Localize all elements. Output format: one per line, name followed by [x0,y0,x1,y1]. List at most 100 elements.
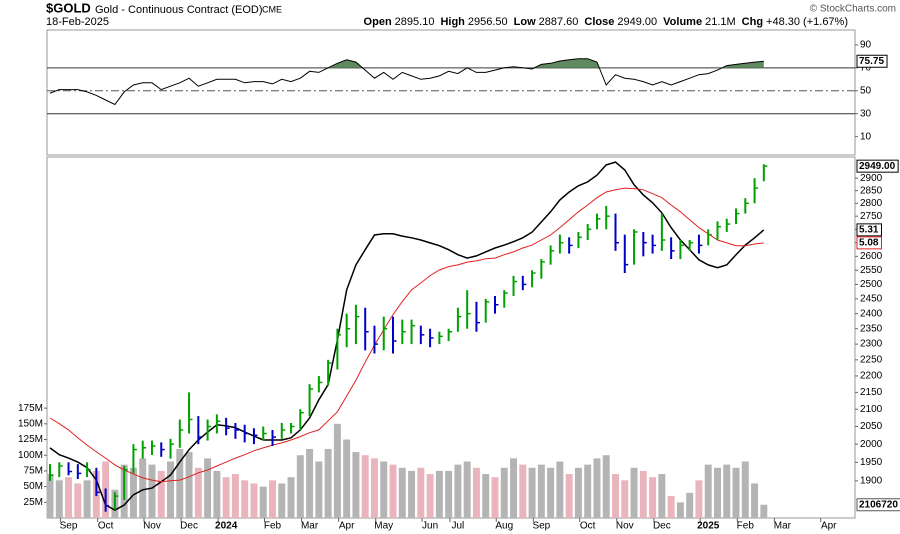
stat-label: Open [364,16,392,28]
volume-bar [370,458,378,518]
volume-bar [463,461,471,518]
volume-bar [204,458,212,518]
volume-bar [741,461,749,518]
volume-bar [315,461,323,518]
volume-bar [65,477,73,518]
y-tick-label: 2800 [860,198,883,209]
instrument-name: Gold - Continuous Contract (EOD) [95,4,263,16]
volume-bar [269,480,276,518]
y-tick-label: 2750 [860,211,883,222]
volume-bar [593,458,601,518]
volume-bar [250,483,258,518]
stat-value: 2949.00 [617,16,657,28]
volume-bar [157,470,165,518]
value-label: 2106720 [859,499,898,510]
value-label-box [856,223,882,237]
stat-value: +48.30 (+1.67%) [766,16,848,28]
stat-label: Volume [663,16,702,28]
volume-bar [482,474,490,518]
volume-bar [584,464,592,518]
volume-tick-label: 100M [18,450,43,461]
x-tick-label: 2024 [215,521,238,532]
volume-bar [287,477,295,518]
stat-value: 21.1M [705,16,736,28]
volume-bar [704,464,712,518]
indicator-line [49,58,764,106]
date: 18-Feb-2025 [46,16,109,28]
y-tick-label: 2250 [860,354,883,365]
x-tick-label: Nov [616,521,634,532]
volume-bar [46,474,54,518]
volume-tick-label: 175M [18,403,43,414]
y-tick-label: 2200 [860,371,883,382]
y-tick-label: 2550 [860,265,883,276]
volume-bar [343,439,351,518]
volume-bar [445,470,453,518]
volume-tick-label: 75M [24,466,43,477]
volume-bar [556,461,564,518]
overbought-fill [50,58,764,68]
volume-bar [500,467,508,518]
value-label: 5.31 [859,225,879,236]
volume-bar [574,467,582,518]
y-tick-label: 2150 [860,387,883,398]
x-tick-label: Feb [737,521,755,532]
x-tick-label: Sep [60,521,78,532]
volume-bar [472,467,480,518]
volume-bar [176,448,184,518]
volume-bar [751,483,759,518]
volume-bar [129,467,137,518]
volume-bar [148,464,156,518]
x-tick-label: Apr [821,521,837,532]
stat-value: 2956.50 [468,16,508,28]
volume-bar [639,470,647,518]
volume-bar [380,461,388,518]
x-tick-label: Mar [301,521,319,532]
y-tick-label: 2500 [860,279,883,290]
stat-label: Chg [742,16,763,28]
x-tick-label: Mar [774,521,792,532]
volume-bar [417,467,425,518]
volume-bar [714,467,721,518]
volume-bar [361,455,369,518]
volume-bar [565,474,573,518]
y-tick-label: 2100 [860,404,883,415]
y-tick-label: 2450 [860,294,883,305]
volume-bar [324,448,332,518]
x-tick-label: Oct [98,521,114,532]
symbol: $GOLD [46,0,91,15]
volume-bar [185,452,193,518]
stat-label: Low [514,16,536,28]
volume-bar [612,474,619,518]
volume-tick-label: 125M [18,434,43,445]
volume-bar [231,474,239,518]
volume-bar [435,470,443,518]
volume-bar [528,467,536,518]
volume-bar [695,480,703,518]
volume-bar [83,480,91,518]
x-tick-label: Oct [580,521,596,532]
value-label: 75.75 [859,56,884,67]
volume-bar [167,461,174,518]
volume-bar [732,467,740,518]
volume-bar [352,452,360,518]
y-tick-label: 2600 [860,251,883,262]
volume-bar [602,455,610,518]
y-tick-label: 90 [860,40,872,51]
y-tick-label: 2400 [860,308,883,319]
value-label-box [856,159,899,173]
volume-bar [296,455,304,518]
volume-tick-label: 150M [18,418,43,429]
volume-bar [426,474,434,518]
volume-bar [723,464,731,518]
y-tick-label: 2350 [860,323,883,334]
volume-tick-label: 50M [24,481,43,492]
volume-bar [630,467,638,518]
x-tick-label: Jul [452,521,465,532]
y-tick-label: 10 [860,131,872,142]
y-tick-label: 30 [860,108,872,119]
y-tick-label: 1900 [860,476,883,487]
volume-bar [621,480,629,518]
x-tick-label: Sep [532,521,550,532]
